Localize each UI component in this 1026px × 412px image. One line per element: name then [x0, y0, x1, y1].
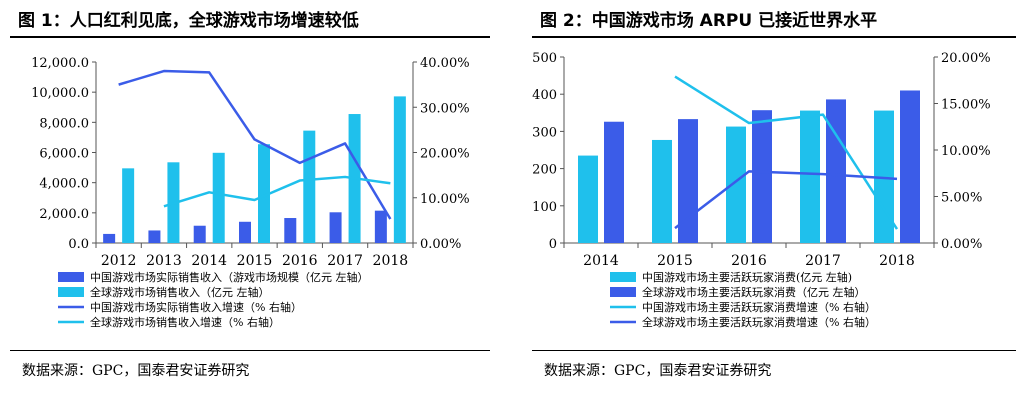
legend-label: 全球游戏市场主要活跃玩家消费（亿元 左轴） — [642, 285, 866, 299]
chart-1-svg: 0.0 2,000.0 4,000.0 6,000.0 8,000.0 10,000.0 1… — [31, 56, 470, 329]
bar — [212, 152, 225, 243]
legend-label: 中国游戏市场实际销售收入（游戏市场规模（亿元 左轴） — [90, 270, 369, 284]
data-source: 数据来源：GPC，国泰君安证券研究 — [22, 363, 250, 379]
y-tick-label-right: 30.00% — [420, 101, 470, 116]
y-tick-label-right: 0.00% — [420, 237, 461, 252]
bar — [329, 212, 342, 243]
legend-label: 全球游戏市场主要活跃玩家消费增速（% 右轴） — [642, 315, 876, 329]
y-tick-label-right: 20.00% — [941, 51, 991, 66]
source-rule — [10, 350, 490, 351]
title-rule — [532, 36, 1016, 38]
bar — [374, 210, 387, 243]
y-tick-label-left: 200 — [532, 163, 557, 178]
legend-label: 中国游戏市场实际销售收入增速（% 右轴） — [90, 300, 302, 314]
chart-2-svg: 0 100 200 300 400 500 0.00% 5.00% 10.00% 15.00% 20… — [532, 51, 991, 329]
y-tick-label-left: 10,000.0 — [31, 86, 89, 101]
legend-label: 全球游戏市场销售收入（亿元 左轴） — [90, 285, 270, 299]
x-tick-label: 2014 — [583, 253, 619, 269]
legend-swatch — [58, 272, 84, 282]
legend-swatch — [58, 287, 84, 297]
bar — [604, 121, 624, 243]
y-tick-label-right: 15.00% — [941, 98, 991, 113]
y-tick-label-left: 0 — [549, 237, 557, 252]
legend-swatch — [610, 272, 636, 282]
bar — [284, 218, 297, 243]
x-tick-label: 2012 — [101, 253, 137, 269]
title-rule — [10, 36, 490, 38]
chart-title: 图 2：中国游戏市场 ARPU 已接近世界水平 — [540, 11, 878, 31]
bar — [303, 130, 316, 243]
legend-label: 中国游戏市场主要活跃玩家消费(亿元 左轴) — [642, 270, 852, 284]
bar — [678, 119, 698, 243]
bar — [652, 139, 672, 243]
x-tick-label: 2016 — [282, 253, 318, 269]
data-source: 数据来源：GPC，国泰君安证券研究 — [544, 363, 772, 379]
y-tick-label-right: 10.00% — [420, 192, 470, 207]
bar — [800, 110, 820, 244]
y-tick-label-left: 4,000.0 — [39, 177, 89, 192]
source-rule — [532, 350, 1016, 351]
bar — [239, 221, 251, 243]
y-tick-label-left: 300 — [532, 125, 557, 140]
bar — [726, 126, 746, 243]
y-tick-label-left: 500 — [532, 51, 557, 66]
bar — [752, 110, 772, 243]
series-line — [674, 170, 898, 230]
bar — [193, 225, 206, 243]
bar — [826, 99, 846, 243]
y-tick-label-right: 0.00% — [941, 237, 982, 252]
y-tick-label-left: 400 — [532, 88, 557, 103]
x-tick-label: 2018 — [373, 253, 409, 269]
y-tick-label-right: 20.00% — [420, 147, 470, 162]
chart-title: 图 1：人口红利见底，全球游戏市场增速较低 — [18, 11, 359, 31]
legend-label: 全球游戏市场销售收入增速（% 右轴） — [90, 315, 280, 329]
x-tick-label: 2017 — [805, 253, 841, 269]
series-line — [118, 69, 392, 220]
chart-panel-1: 图 1：人口红利见底，全球游戏市场增速较低 0.0 2,000.0 4,000.0 6… — [0, 0, 500, 412]
series-line — [163, 175, 391, 208]
bar — [258, 144, 270, 243]
bar — [103, 233, 116, 243]
x-tick-label: 2016 — [731, 253, 767, 269]
y-tick-label-left: 0.0 — [68, 237, 89, 252]
y-tick-label-left: 8,000.0 — [39, 116, 89, 131]
y-tick-label-right: 10.00% — [941, 144, 991, 159]
x-tick-label: 2013 — [146, 253, 182, 269]
y-tick-label-right: 5.00% — [941, 191, 982, 206]
bar — [578, 155, 598, 243]
y-tick-label-left: 12,000.0 — [31, 56, 89, 71]
bar — [122, 168, 135, 243]
bar — [148, 230, 161, 243]
x-tick-label: 2014 — [191, 253, 227, 269]
chart-panel-2: 图 2：中国游戏市场 ARPU 已接近世界水平 0 100 200 300 400 500… — [522, 0, 1026, 412]
y-tick-label-left: 100 — [532, 200, 557, 215]
y-tick-label-left: 6,000.0 — [39, 147, 89, 162]
y-tick-label-right: 40.00% — [420, 56, 470, 71]
x-tick-label: 2015 — [657, 253, 693, 269]
bar — [900, 90, 920, 243]
x-tick-label: 2017 — [327, 253, 363, 269]
legend-label: 中国游戏市场主要活跃玩家消费增速（% 右轴） — [642, 300, 876, 314]
x-tick-label: 2015 — [237, 253, 273, 269]
x-tick-label: 2018 — [879, 253, 915, 269]
bar — [393, 96, 406, 243]
legend-swatch — [610, 287, 636, 297]
y-tick-label-left: 2,000.0 — [39, 207, 89, 222]
series-line — [674, 75, 899, 230]
